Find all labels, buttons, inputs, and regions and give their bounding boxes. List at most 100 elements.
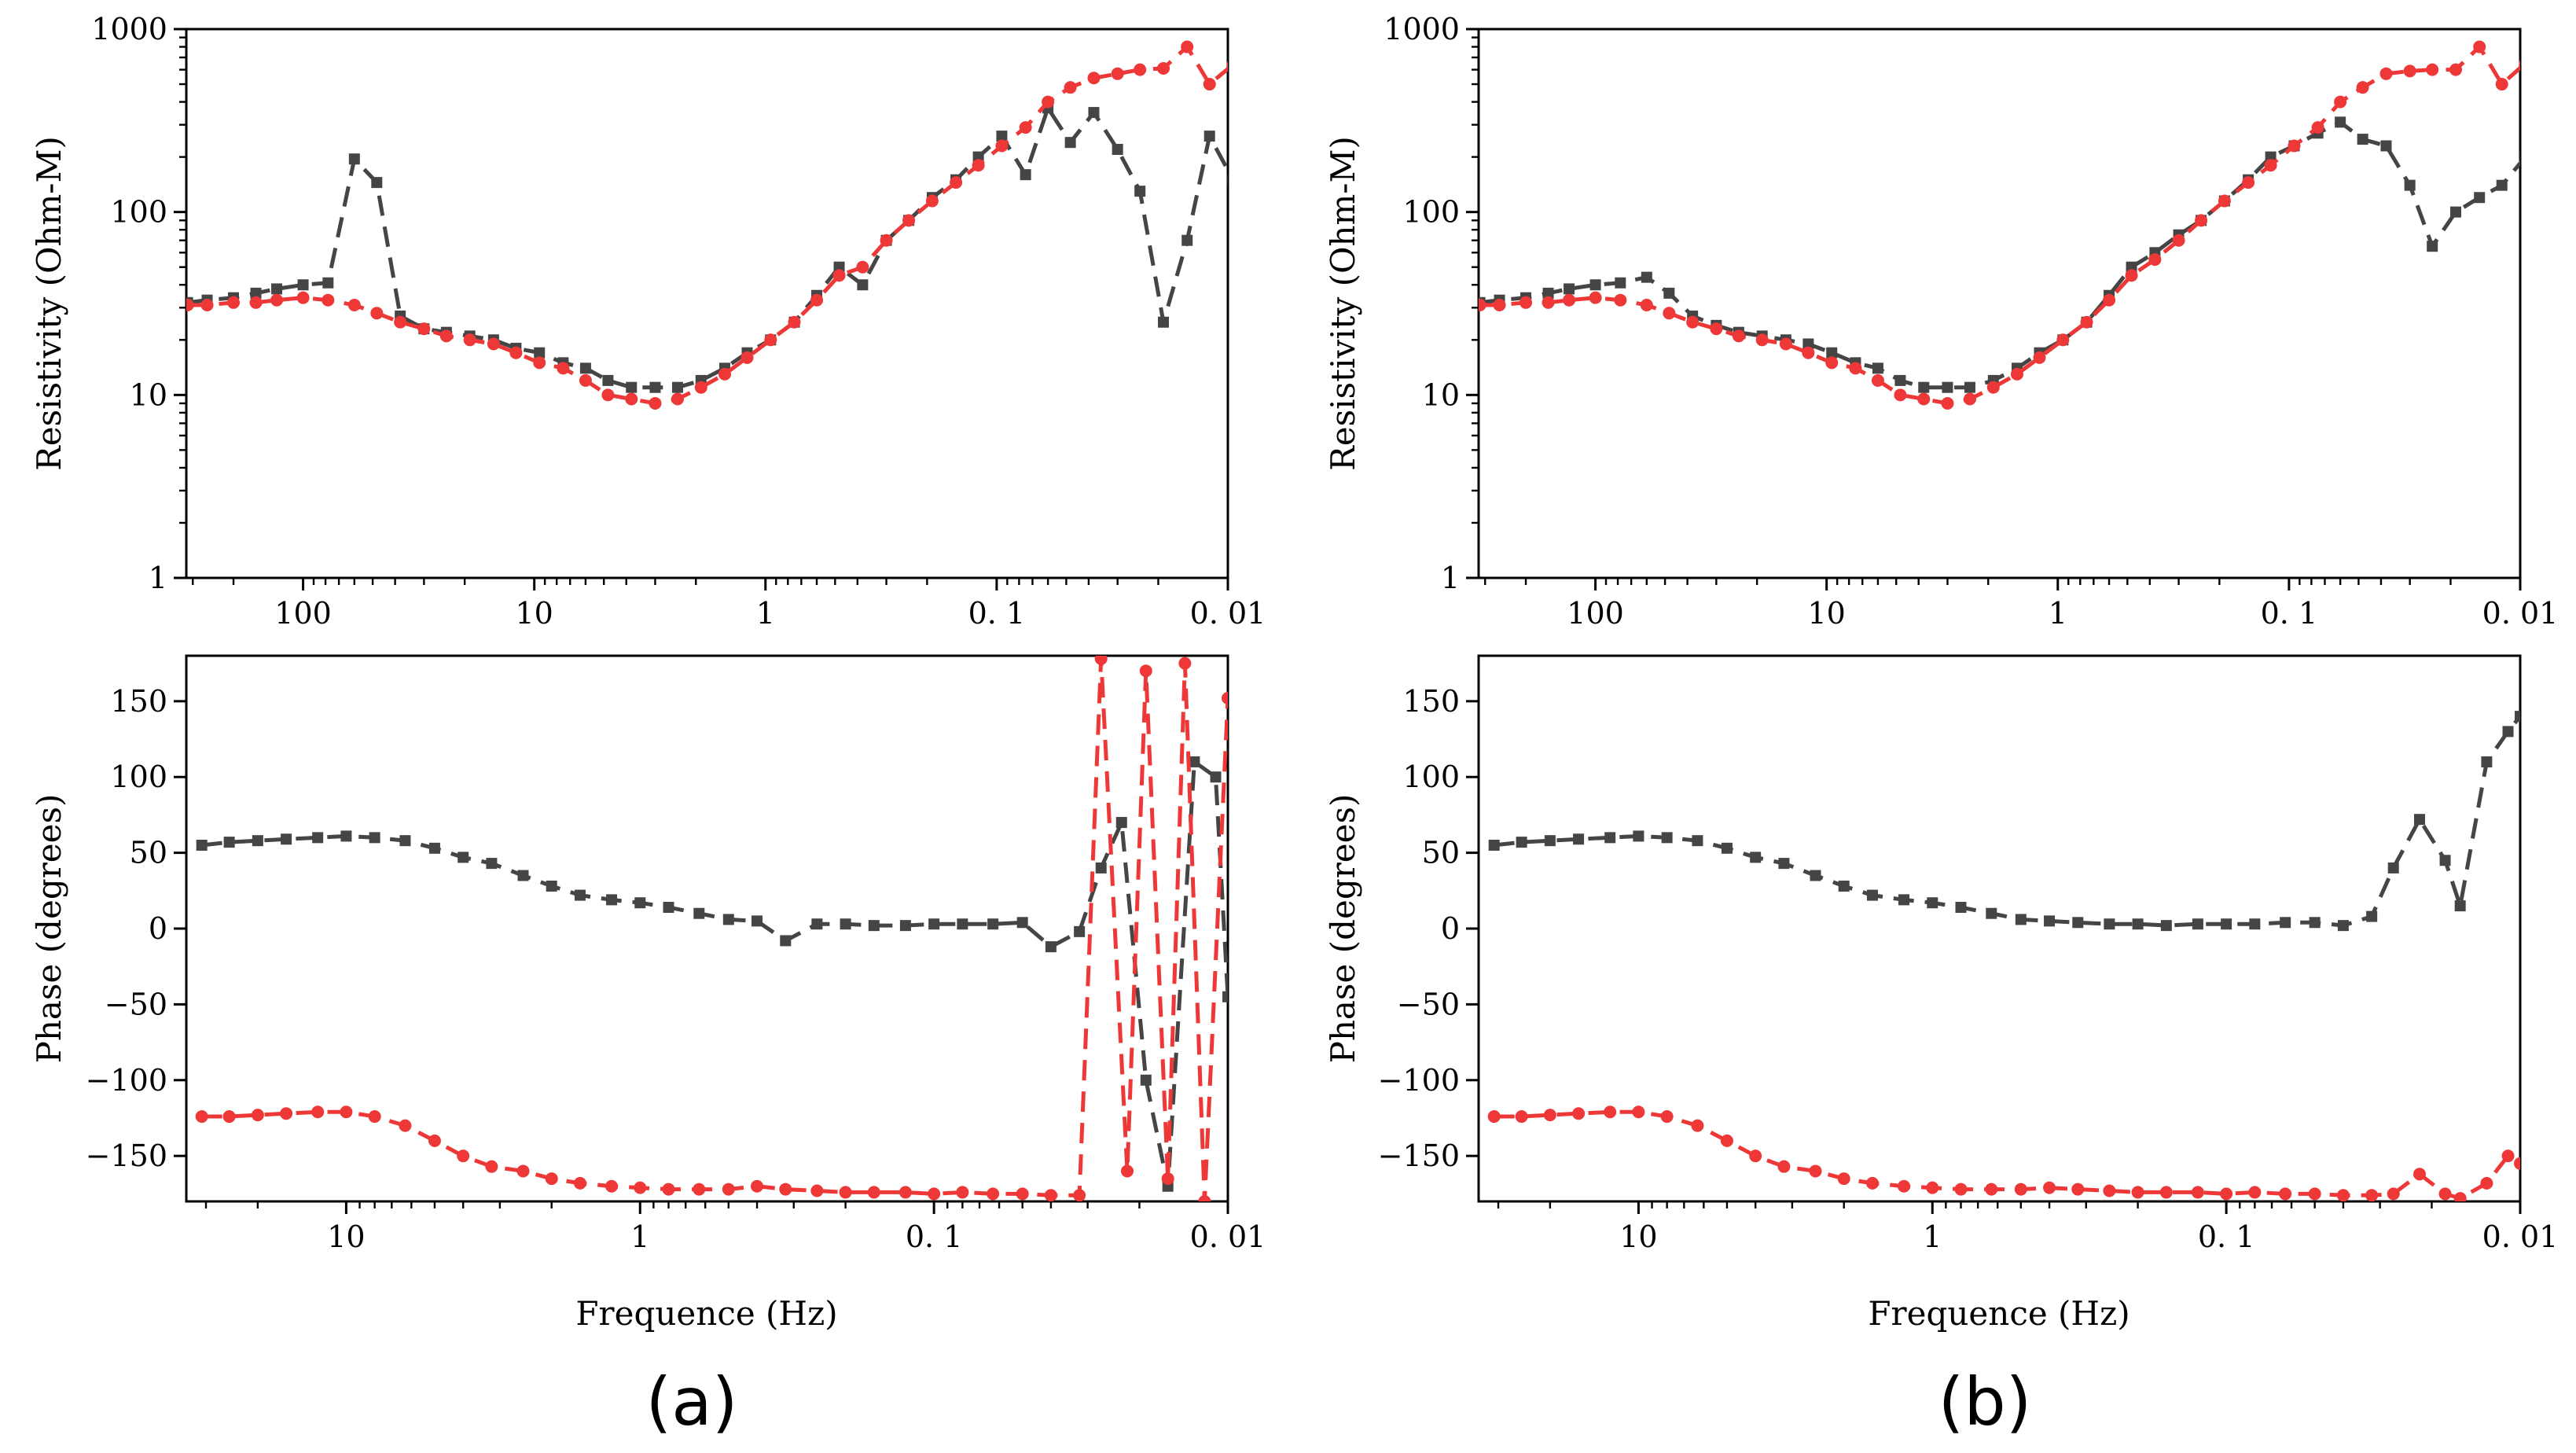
- fitted-point: [694, 381, 707, 394]
- y-tick-label: 150: [110, 684, 167, 719]
- fitted-point: [925, 194, 939, 208]
- fitted-point: [2514, 1157, 2520, 1170]
- observed-point: [2387, 862, 2399, 874]
- y-tick-label: 50: [1422, 836, 1460, 870]
- observed-point: [1872, 362, 1883, 374]
- observed-series-line: [201, 758, 1228, 1187]
- y-tick-label: 0: [149, 911, 167, 946]
- fitted-point: [1044, 1189, 1057, 1201]
- observed-point: [486, 858, 498, 870]
- x-tick-label: 10: [1807, 596, 1845, 631]
- observed-point: [2309, 917, 2321, 929]
- observed-point: [312, 832, 324, 844]
- fitted-point: [2473, 40, 2486, 53]
- y-tick-label: 0: [1441, 911, 1460, 946]
- fitted-point: [1917, 392, 1931, 406]
- observed-point: [606, 894, 618, 906]
- fitted-point: [1487, 1110, 1501, 1124]
- fitted-point: [1632, 1105, 1645, 1119]
- observed-point: [1778, 858, 1790, 870]
- observed-point: [579, 362, 591, 374]
- fitted-point: [340, 1105, 353, 1119]
- x-axis-label: Frequence (Hz): [1868, 1294, 2130, 1333]
- fitted-point: [1941, 396, 1954, 410]
- fitted-point: [1111, 67, 1124, 80]
- fitted-point: [1614, 293, 1627, 307]
- fitted-point: [2438, 1187, 2452, 1201]
- fitted-point: [1563, 293, 1576, 307]
- fitted-point: [1963, 392, 1976, 406]
- observed-point: [840, 918, 851, 930]
- fitted-point: [557, 362, 570, 375]
- observed-point: [1189, 756, 1200, 767]
- fitted-point: [779, 1183, 792, 1196]
- fitted-point: [2191, 1186, 2204, 1199]
- fitted-point: [1755, 333, 1769, 347]
- observed-point: [2439, 855, 2451, 866]
- fitted-point: [995, 139, 1009, 153]
- fitted-point: [1087, 72, 1101, 85]
- y-tick-label: −100: [86, 1063, 167, 1098]
- x-tick-label: 1: [756, 596, 775, 631]
- fitted-point: [1493, 299, 1506, 312]
- observed-point: [2015, 914, 2027, 925]
- fitted-point: [839, 1186, 852, 1199]
- observed-point: [1810, 870, 1821, 881]
- fitted-point: [1019, 121, 1032, 134]
- fitted-point: [2279, 1187, 2292, 1201]
- fitted-point: [987, 1187, 1000, 1201]
- fitted-point: [2365, 1189, 2379, 1201]
- x-tick-label: 10: [327, 1219, 365, 1254]
- fitted-point: [2248, 1186, 2262, 1199]
- fitted-point: [457, 1150, 470, 1163]
- fitted-point: [810, 1184, 824, 1197]
- observed-point: [1488, 839, 1500, 851]
- fitted-point: [928, 1187, 941, 1201]
- observed-point: [369, 832, 380, 844]
- observed-point: [2454, 900, 2466, 912]
- fitted-point: [2125, 269, 2138, 282]
- fitted-point: [1779, 337, 1792, 351]
- fitted-series-line: [1494, 1109, 2520, 1201]
- fitted-point: [649, 396, 662, 410]
- y-tick-label: 100: [1402, 760, 1460, 794]
- observed-point: [1210, 771, 1222, 783]
- axes-frame: [1477, 28, 2522, 579]
- panel-a-phase: Phase (degrees) Frequence (Hz) 10 1 0. 1 0.…: [30, 654, 1266, 1333]
- observed-point: [811, 918, 823, 930]
- fitted-point: [856, 260, 869, 274]
- fitted-point: [601, 388, 615, 402]
- observed-point: [1942, 381, 1953, 393]
- y-tick-label: −50: [105, 987, 167, 1021]
- observed-point: [399, 835, 411, 847]
- fitted-series-line: [201, 658, 1228, 1201]
- y-tick-label: 1: [149, 561, 167, 595]
- x-tick-label: 1: [1923, 1219, 1942, 1254]
- x-tick-label: 0. 1: [968, 596, 1026, 631]
- fitted-point: [394, 315, 407, 329]
- y-tick-label: 10: [1422, 377, 1460, 412]
- fitted-point: [249, 296, 263, 309]
- observed-point: [223, 837, 235, 848]
- fitted-point: [2071, 1183, 2085, 1196]
- observed-point: [2474, 192, 2486, 204]
- fitted-point: [2264, 159, 2277, 172]
- fitted-point: [2480, 1176, 2493, 1190]
- observed-point: [2404, 179, 2416, 191]
- observed-point: [2515, 711, 2520, 723]
- fitted-point: [1543, 1109, 1556, 1122]
- x-tick-label: 0. 01: [2482, 1219, 2559, 1254]
- fitted-point: [573, 1176, 586, 1190]
- fitted-point: [1198, 1195, 1211, 1201]
- observed-point: [297, 279, 309, 291]
- observed-point: [2104, 918, 2115, 930]
- fitted-point: [605, 1179, 619, 1193]
- fitted-point: [1985, 1183, 1998, 1196]
- fitted-point: [740, 351, 754, 364]
- observed-series-line: [1479, 120, 2520, 390]
- fitted-point: [2195, 214, 2208, 227]
- fitted-point: [1849, 362, 1862, 375]
- fitted-point: [1640, 299, 1653, 312]
- fitted-point: [579, 373, 592, 387]
- y-tick-label: −150: [1378, 1138, 1460, 1173]
